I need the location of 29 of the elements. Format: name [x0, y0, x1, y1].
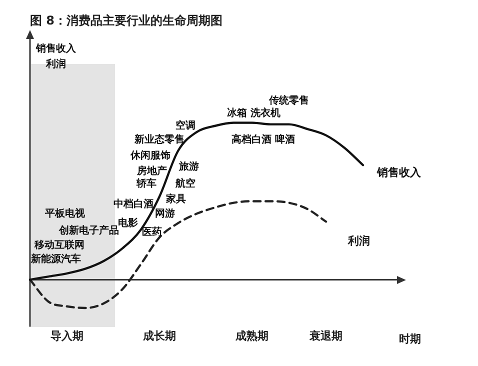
x-tick-label: 成熟期	[234, 329, 268, 342]
annotation: 电影	[118, 216, 138, 229]
chart-title: 图 8：消费品主要行业的生命周期图	[30, 13, 223, 28]
x-tick-label: 衰退期	[308, 329, 342, 342]
annotation: 空调	[175, 119, 196, 132]
text: 销售收入	[34, 42, 77, 55]
series-label: 销售收入	[376, 166, 422, 179]
text: 冰箱 洗衣机	[227, 106, 281, 119]
annotation: 医药	[142, 226, 162, 238]
annotation: 中档白酒	[114, 198, 154, 210]
text: 利润	[347, 234, 370, 248]
annotation: 新业态零售	[134, 134, 184, 146]
x-tick-label: 成长期	[142, 329, 176, 342]
annotation: 创新电子产品	[58, 224, 120, 237]
annotation: 平板电视	[44, 207, 86, 220]
x-tick-label: 导入期	[50, 329, 84, 342]
annotation: 休闲服饰	[129, 149, 170, 162]
annotation: 轿车	[136, 178, 157, 190]
annotation: 房地产	[136, 164, 168, 177]
annotation: 航空	[174, 178, 196, 190]
annotation: 网游	[155, 207, 176, 220]
annotation: 移动互联网	[34, 238, 85, 251]
annotation: 新能源汽车	[30, 252, 81, 265]
x-axis-title: 时期	[399, 332, 421, 346]
text: 利润	[44, 58, 66, 70]
annotation: 家具	[165, 193, 186, 206]
annotation: 高档白酒 啤酒	[231, 134, 295, 146]
annotation: 旅游	[178, 160, 200, 172]
text: 传统零售	[268, 94, 309, 106]
